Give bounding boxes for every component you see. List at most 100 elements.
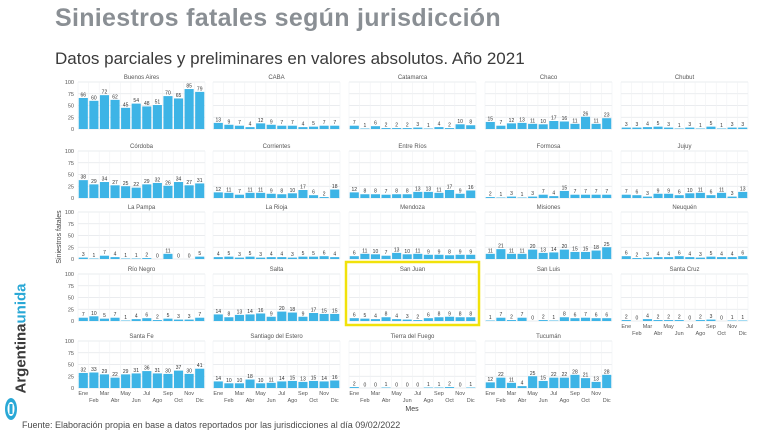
bar-santiago-del-estero-nov xyxy=(319,381,329,388)
bar-chubut-nov xyxy=(727,127,737,129)
bar-corrientes-may xyxy=(256,192,266,198)
bar-caba-sep xyxy=(298,127,308,129)
data-label: 0 xyxy=(363,383,366,389)
bar-buenos-aires-abr xyxy=(110,99,120,129)
panel-title-santa-fe: Santa Fe xyxy=(129,334,154,340)
data-label: 4 xyxy=(302,122,305,128)
bar-corrientes-sep xyxy=(298,190,308,198)
x-tick-label: Dic xyxy=(467,398,475,404)
bar-corrientes-jul xyxy=(277,194,287,198)
x-tick-label: Mar xyxy=(371,391,381,397)
data-label: 29 xyxy=(123,369,129,375)
x-tick-label: Ene xyxy=(621,324,631,330)
panel-title-buenos-aires: Buenos Aires xyxy=(124,75,159,81)
bar-santiago-del-estero-abr xyxy=(245,379,255,388)
data-label: 0 xyxy=(635,316,638,322)
data-label: 11 xyxy=(509,377,514,383)
data-label: 1 xyxy=(489,315,492,321)
data-label: 5 xyxy=(710,251,713,257)
bar-san-luis-mar xyxy=(506,320,517,321)
brand-block: Argentinaunida xyxy=(0,283,30,393)
data-label: 10 xyxy=(373,249,379,255)
data-label: 1 xyxy=(720,123,723,129)
bar-misiones-nov xyxy=(591,250,601,259)
brand-logo-part1: Argentina xyxy=(12,323,30,394)
x-tick-label: Jul xyxy=(414,391,421,397)
bar-santa-cruz-may xyxy=(664,320,674,321)
panel-title-san-luis: San Luis xyxy=(537,267,560,273)
data-label: 4 xyxy=(552,191,555,197)
bar-chaco-mar xyxy=(506,123,517,129)
bar-caba-mar xyxy=(234,125,245,129)
bar-santiago-del-estero-mar xyxy=(234,383,245,388)
bar-san-juan-abr xyxy=(381,317,391,321)
x-tick-label: Jun xyxy=(539,398,548,404)
bar-la-rioja-dic xyxy=(330,257,340,259)
bar-salta-sep xyxy=(298,316,308,321)
data-label: 31 xyxy=(155,368,161,374)
bar-catamarca-nov xyxy=(455,124,465,129)
data-label: 4 xyxy=(720,252,723,258)
data-label: 12 xyxy=(352,187,358,193)
bar-tucuman-sep xyxy=(570,374,580,388)
data-label: 5 xyxy=(312,121,315,127)
x-tick-label: Ago xyxy=(287,398,297,404)
bar-san-juan-dic xyxy=(466,317,476,321)
data-label: 8 xyxy=(406,189,409,195)
data-label: 9 xyxy=(270,311,273,317)
bar-buenos-aires-dic xyxy=(195,91,205,129)
data-label: 9 xyxy=(667,188,670,194)
data-label: 8 xyxy=(385,312,388,318)
x-tick-label: Feb xyxy=(360,398,369,404)
bar-san-juan-mar xyxy=(370,319,381,321)
data-label: 13 xyxy=(216,117,222,123)
data-label: 11 xyxy=(362,248,367,254)
bar-la-rioja-may xyxy=(256,257,266,259)
bar-rio-negro-abr xyxy=(110,317,120,321)
highlight-box-san-juan xyxy=(344,260,481,327)
bar-jujuy-feb xyxy=(632,195,642,198)
data-label: 0 xyxy=(459,383,462,389)
data-label: 10 xyxy=(687,188,693,194)
data-label: 13 xyxy=(740,186,746,192)
bar-formosa-sep xyxy=(570,194,580,198)
data-label: 7 xyxy=(198,312,201,318)
data-label: 11 xyxy=(509,248,514,254)
bar-salta-abr xyxy=(245,314,255,321)
data-label: 6 xyxy=(353,251,356,257)
data-label: 1 xyxy=(385,382,388,388)
x-tick-label: Sep xyxy=(163,391,173,397)
data-label: 70 xyxy=(165,91,171,97)
x-tick-label: Jun xyxy=(267,398,276,404)
data-label: 8 xyxy=(227,312,230,318)
bar-neuquen-oct xyxy=(716,257,727,259)
data-label: 7 xyxy=(291,120,294,126)
data-label: 4 xyxy=(667,252,670,258)
x-tick-label: Dic xyxy=(196,398,204,404)
bar-corrientes-ene xyxy=(213,192,223,198)
bar-jujuy-dic xyxy=(738,191,748,198)
data-label: 10 xyxy=(457,119,463,125)
bar-misiones-ene xyxy=(485,253,495,259)
x-tick-label: Oct xyxy=(717,331,726,337)
x-tick-label: Dic xyxy=(331,398,339,404)
data-label: 2 xyxy=(385,123,388,129)
bar-la-rioja-ene xyxy=(213,257,223,259)
bar-san-luis-sep xyxy=(570,318,580,321)
bar-san-juan-may xyxy=(392,319,402,321)
data-label: 22 xyxy=(498,372,504,378)
data-label: 3 xyxy=(406,314,409,320)
bar-buenos-aires-may xyxy=(121,107,131,129)
panel-title-la-pampa: La Pampa xyxy=(128,205,156,211)
bar-san-luis-jun xyxy=(538,320,548,321)
data-label: 79 xyxy=(197,86,203,92)
x-tick-label: Nov xyxy=(455,391,465,397)
data-label: 1 xyxy=(92,253,95,259)
data-label: 9 xyxy=(469,249,472,255)
x-tick-label: Jun xyxy=(675,331,684,337)
data-label: 21 xyxy=(583,373,589,379)
bar-san-luis-feb xyxy=(496,317,506,321)
data-label: 7 xyxy=(584,312,587,318)
bar-cordoba-sep xyxy=(163,185,173,198)
bar-buenos-aires-ene xyxy=(78,97,88,129)
